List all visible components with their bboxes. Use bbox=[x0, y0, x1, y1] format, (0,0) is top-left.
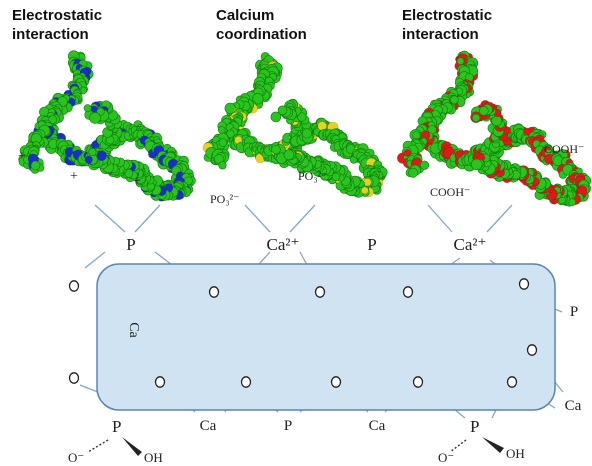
oh-left: OH bbox=[144, 450, 163, 465]
o-minus-right: O⁻ bbox=[438, 450, 454, 465]
residue bbox=[271, 144, 281, 155]
top-label-ca1: Ca²⁺ bbox=[267, 235, 300, 254]
oxygen-atom bbox=[208, 286, 220, 298]
residue bbox=[419, 160, 430, 170]
heading-right: Electrostatic interaction bbox=[402, 6, 492, 44]
heading-middle-line2: coordination bbox=[216, 26, 307, 43]
top-label-ca2: Ca²⁺ bbox=[454, 235, 487, 254]
heading-middle-line1: Calcium bbox=[216, 7, 275, 24]
oxygen-atom bbox=[412, 376, 424, 388]
bond-line bbox=[94, 204, 126, 233]
protein-structure-1 bbox=[18, 50, 196, 202]
bond-line bbox=[84, 251, 106, 269]
residue bbox=[470, 158, 483, 171]
residue-highlight bbox=[360, 186, 369, 195]
side-label-p: P bbox=[570, 304, 578, 320]
oxygen-atom bbox=[330, 376, 342, 388]
plus-label-2: + bbox=[70, 169, 78, 184]
heading-right-line1: Electrostatic bbox=[402, 7, 493, 24]
heading-left: Electrostatic interaction bbox=[12, 6, 102, 44]
residue bbox=[218, 138, 228, 147]
oxygen-atom bbox=[506, 376, 518, 388]
oxygen-atom bbox=[240, 376, 252, 388]
residue-highlight bbox=[84, 155, 93, 164]
side-label-ca: Ca bbox=[126, 322, 141, 338]
wedge-bond bbox=[482, 437, 504, 453]
residue bbox=[89, 112, 101, 124]
residue bbox=[449, 95, 459, 105]
oxygen-atom bbox=[68, 280, 80, 292]
heading-left-line2: interaction bbox=[12, 26, 89, 43]
residue bbox=[408, 167, 418, 178]
phosphate-group-left: P O⁻ OH bbox=[68, 417, 163, 465]
oxygen-atom bbox=[526, 344, 538, 356]
phosphate-p-right: P bbox=[470, 417, 479, 436]
po3-label-right: PO₃²⁻ bbox=[298, 169, 327, 183]
protein-structure-3 bbox=[397, 50, 592, 207]
bottom-label-ca3: Ca bbox=[565, 398, 582, 414]
plus-label-1: + bbox=[18, 149, 26, 164]
protein-structures bbox=[18, 50, 592, 207]
crystal-surface bbox=[96, 263, 556, 411]
o-minus-left: O⁻ bbox=[68, 450, 84, 465]
bond-line bbox=[244, 204, 271, 233]
phosphate-group-right: P O⁻ OH bbox=[438, 417, 525, 465]
wedge-bond bbox=[122, 437, 142, 456]
residue bbox=[270, 111, 282, 123]
oxygen-atom bbox=[68, 372, 80, 384]
po3-label-left: PO₃²⁻ bbox=[210, 192, 239, 206]
bond-line bbox=[289, 204, 316, 233]
heading-left-line1: Electrostatic bbox=[12, 7, 103, 24]
phosphate-groups: P O⁻ OH P O⁻ OH bbox=[68, 417, 525, 465]
heading-middle: Calcium coordination bbox=[216, 6, 307, 44]
oxygen-atom bbox=[518, 278, 530, 290]
bottom-label-ca2: Ca bbox=[369, 418, 386, 434]
cooh-label-left: COOH⁻ bbox=[430, 185, 470, 199]
residue-highlight bbox=[96, 150, 107, 161]
bond-line bbox=[134, 204, 161, 233]
heading-right-line2: interaction bbox=[402, 26, 479, 43]
cooh-label-right: COOH⁻ bbox=[544, 142, 584, 156]
oxygen-atom bbox=[402, 286, 414, 298]
oxygen-atom bbox=[314, 286, 326, 298]
hashed-bond bbox=[87, 439, 109, 453]
residue bbox=[88, 148, 97, 157]
residue bbox=[218, 161, 227, 170]
residue bbox=[218, 126, 226, 134]
residue bbox=[478, 106, 489, 116]
residue bbox=[30, 160, 41, 171]
residue bbox=[224, 102, 236, 114]
phosphate-p-left: P bbox=[112, 417, 121, 436]
residue bbox=[252, 93, 264, 105]
residue bbox=[472, 113, 481, 122]
residue bbox=[83, 104, 92, 113]
top-label-p2: P bbox=[367, 235, 376, 254]
bottom-label-p: P bbox=[284, 418, 292, 434]
protein-structure-2 bbox=[202, 52, 388, 198]
bond-line bbox=[486, 204, 513, 233]
residue bbox=[283, 149, 295, 161]
plus-label-3: + bbox=[133, 174, 141, 189]
residue bbox=[456, 57, 465, 65]
top-label-p1: P bbox=[126, 235, 135, 254]
oxygen-atom bbox=[154, 376, 166, 388]
bond-line bbox=[427, 204, 453, 233]
residue bbox=[301, 128, 312, 139]
bottom-label-ca1: Ca bbox=[200, 418, 217, 434]
residue-highlight bbox=[363, 178, 372, 187]
oh-right: OH bbox=[506, 446, 525, 461]
